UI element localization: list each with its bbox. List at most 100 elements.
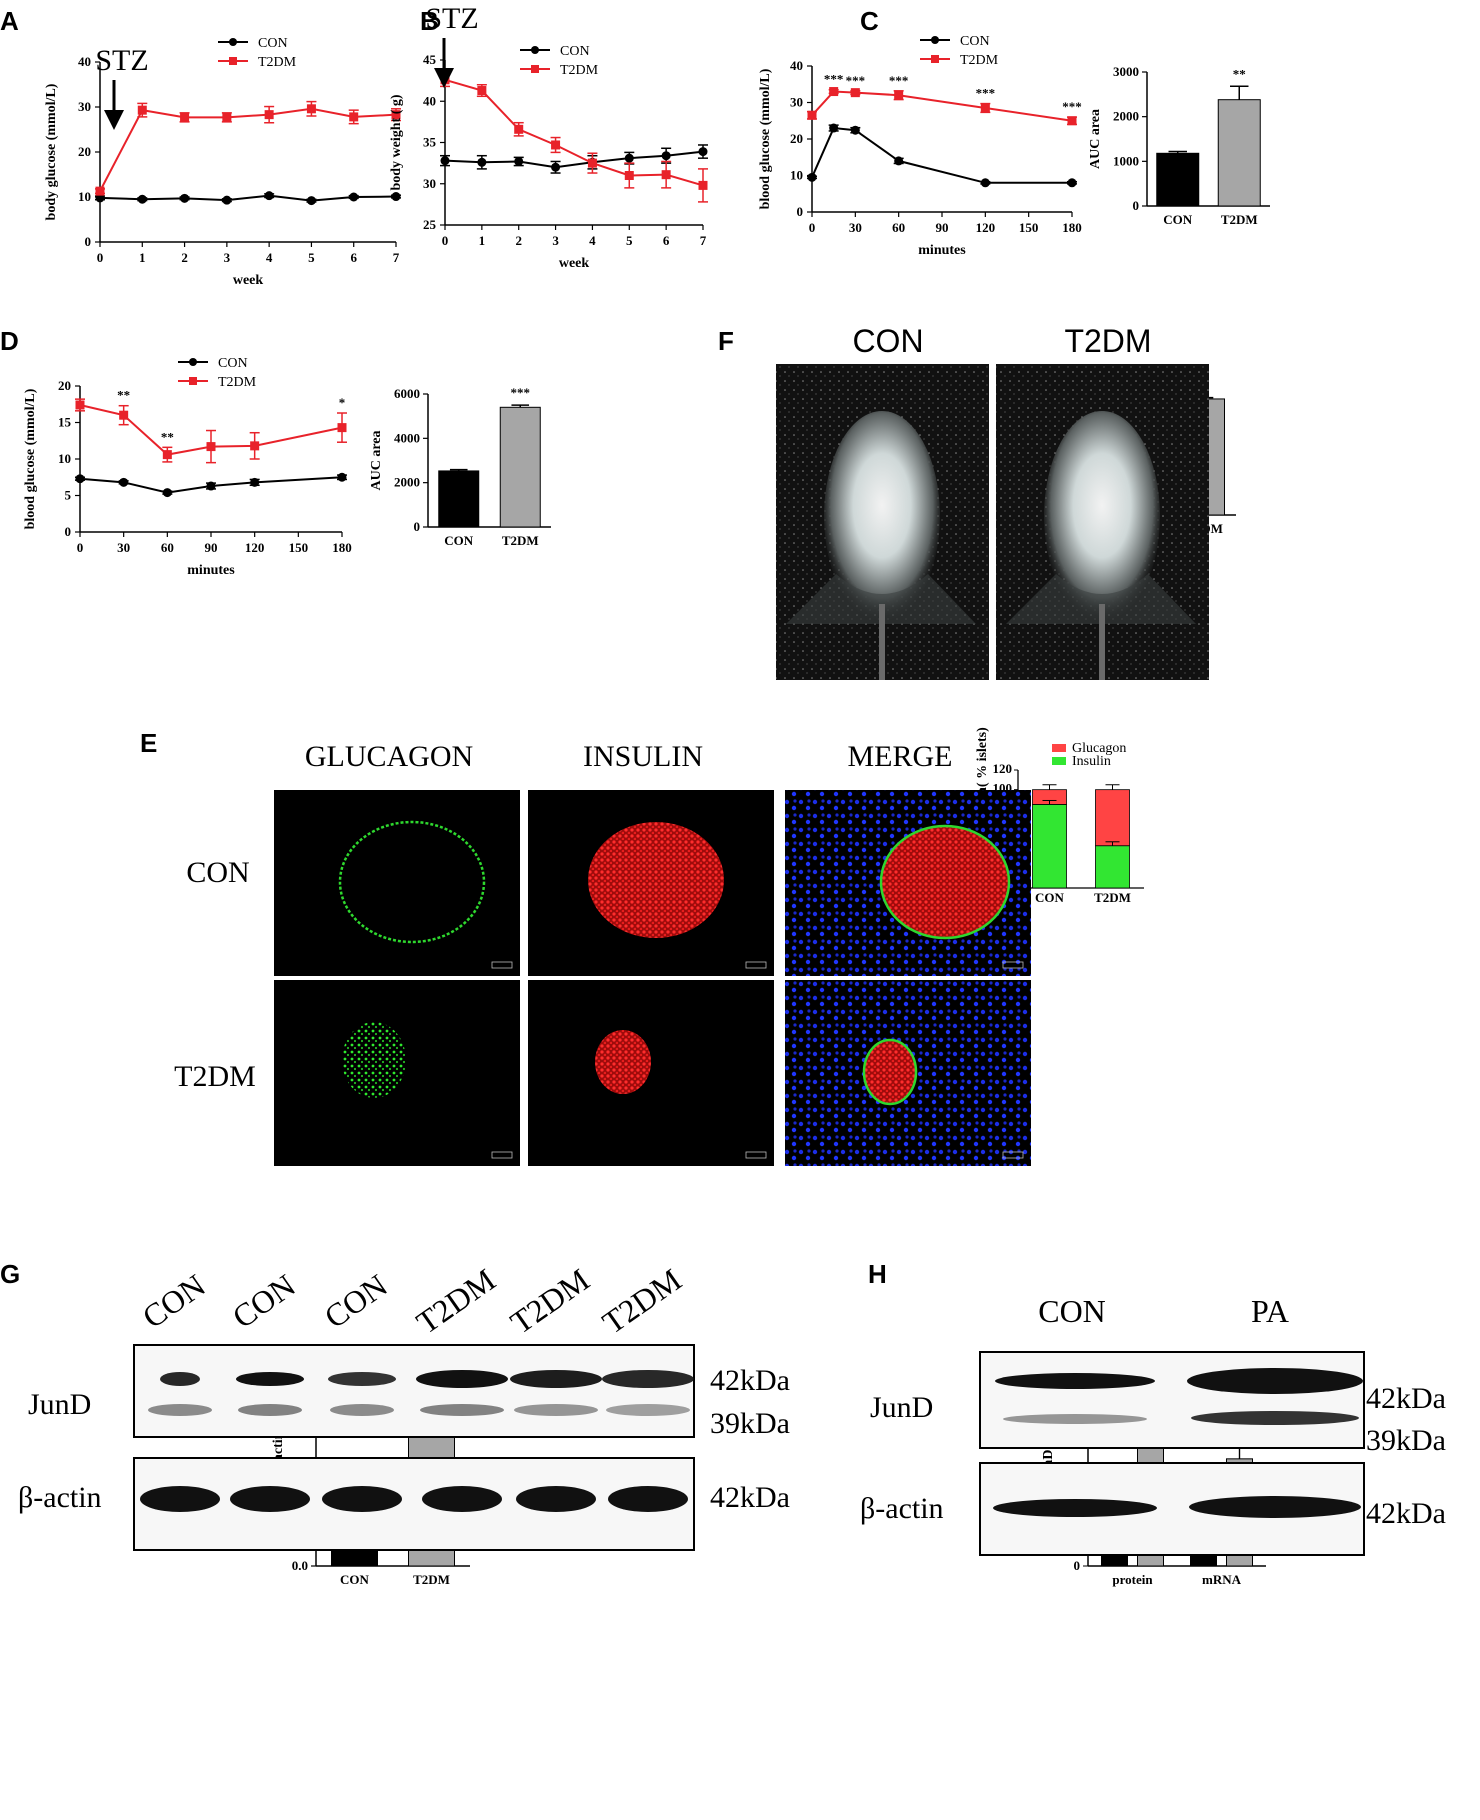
data-point-con — [514, 156, 524, 166]
band-jund-42 — [510, 1370, 602, 1388]
bar-con — [438, 470, 480, 528]
band-jund-39 — [514, 1404, 598, 1416]
row-label: T2DM — [174, 1060, 256, 1093]
x-tick-label: CON — [340, 1572, 370, 1587]
data-point-con — [661, 151, 671, 161]
stz-arrow-head — [104, 110, 124, 130]
legend-swatch — [1052, 744, 1066, 752]
data-point-t2dm — [661, 170, 671, 180]
data-point-t2dm — [624, 171, 634, 180]
data-point-con — [306, 196, 316, 206]
y-tick-label: 30 — [423, 176, 436, 191]
band-actin — [608, 1486, 688, 1512]
chart-C-bar: 0 1000 2000 3000 AUC area CON T2DM ** — [1088, 64, 1270, 227]
image-label: T2DM — [1064, 323, 1151, 359]
image-label: CON — [852, 323, 923, 359]
x-axis-label: minutes — [187, 563, 235, 578]
lane-label: PA — [1251, 1293, 1289, 1329]
band-jund-39 — [606, 1404, 690, 1416]
bar-con — [1156, 152, 1200, 207]
significance-mark: ** — [1233, 66, 1246, 81]
bar-insulin-con — [1032, 804, 1067, 889]
x-tick-label: 5 — [626, 233, 633, 248]
data-point-t2dm — [264, 110, 274, 120]
data-point-t2dm — [587, 158, 597, 168]
x-tick-label: 5 — [308, 250, 315, 265]
band-actin-pa — [1189, 1496, 1361, 1518]
data-point-con — [551, 162, 561, 172]
significance-mark: ** — [161, 429, 174, 444]
x-tick-label: 7 — [700, 233, 707, 248]
size-label: 42kDa — [1366, 1382, 1446, 1415]
legend-marker — [531, 65, 539, 73]
significance-mark: *** — [1062, 99, 1082, 114]
x-tick-label: 6 — [663, 233, 670, 248]
x-tick-label: 2 — [181, 250, 188, 265]
y-tick-label: 10 — [58, 451, 71, 466]
series-line-con — [444, 150, 704, 169]
stz-arrow-head — [434, 68, 454, 88]
band-jund-42 — [160, 1372, 200, 1386]
legend-marker — [229, 38, 237, 46]
y-axis-label: body weight ( g) — [389, 94, 404, 190]
legend-marker — [531, 46, 539, 54]
data-point-t2dm — [137, 105, 147, 115]
blot-actin-frame — [133, 1457, 695, 1551]
x-tick-label: 4 — [589, 233, 596, 248]
legend-marker — [229, 57, 237, 65]
chart-C-line: 0 10 20 30 40 0 30 60 90 120 150 180 minutes blood gl… — [758, 34, 1082, 258]
panel-label-g: G — [0, 1259, 20, 1289]
series-line-con — [99, 194, 397, 202]
significance-mark: *** — [846, 73, 866, 88]
lane-label: T2DM — [410, 1261, 502, 1340]
data-point-con — [250, 477, 260, 487]
data-point-t2dm — [477, 86, 487, 96]
data-point-con — [75, 474, 85, 484]
y-tick-label: 0 — [1133, 198, 1140, 213]
band-jund-42-con — [995, 1373, 1155, 1389]
data-point-con — [119, 477, 129, 487]
data-point-t2dm — [180, 112, 190, 122]
scale-bar — [1002, 961, 1024, 969]
glucagon-ring — [338, 820, 486, 944]
x-tick-label: 150 — [289, 540, 309, 555]
x-tick-label: 90 — [205, 540, 218, 555]
lane-label: CON — [136, 1267, 212, 1335]
x-tick-label: 60 — [892, 220, 905, 235]
x-tick-label: protein — [1112, 1572, 1153, 1587]
x-tick-label: 0 — [809, 220, 816, 235]
mouse-tail — [879, 604, 885, 680]
lane-label: CON — [318, 1267, 394, 1335]
panel-label-h: H — [868, 1259, 887, 1289]
micrograph-glucagon-con — [274, 790, 520, 976]
scale-bar — [1002, 1151, 1024, 1159]
data-point-t2dm — [391, 110, 401, 120]
data-point-t2dm — [306, 104, 316, 114]
band-actin — [516, 1486, 596, 1512]
y-tick-label: 40 — [78, 54, 91, 69]
y-tick-label: 30 — [78, 99, 91, 114]
y-tick-label: 0 — [414, 519, 421, 534]
y-tick-label: 4000 — [394, 430, 420, 445]
data-point-con — [137, 194, 147, 204]
size-label: 42kDa — [710, 1481, 790, 1514]
data-point-con — [264, 191, 274, 201]
data-point-t2dm — [206, 442, 216, 452]
data-point-con — [980, 178, 990, 188]
panel-label-d: D — [0, 326, 19, 356]
band-jund-42 — [328, 1372, 396, 1386]
chart-D-line: 0 5 10 15 20 0 30 60 90 120 150 180 minutes blood glu… — [23, 356, 352, 578]
legend-label: Glucagon — [1072, 741, 1126, 756]
y-axis-label: blood glucose (mmol/L) — [23, 388, 38, 529]
data-point-con — [206, 481, 216, 491]
y-tick-label: 25 — [423, 217, 437, 232]
band-jund-42-pa — [1187, 1368, 1363, 1394]
band-jund-39 — [148, 1404, 212, 1416]
data-point-con — [477, 157, 487, 167]
x-tick-label: 180 — [1062, 220, 1082, 235]
scale-bar — [745, 961, 767, 969]
x-tick-label: 120 — [976, 220, 996, 235]
significance-mark: ** — [117, 388, 130, 403]
legend-label: T2DM — [560, 63, 599, 78]
x-tick-label: T2DM — [1094, 890, 1131, 905]
